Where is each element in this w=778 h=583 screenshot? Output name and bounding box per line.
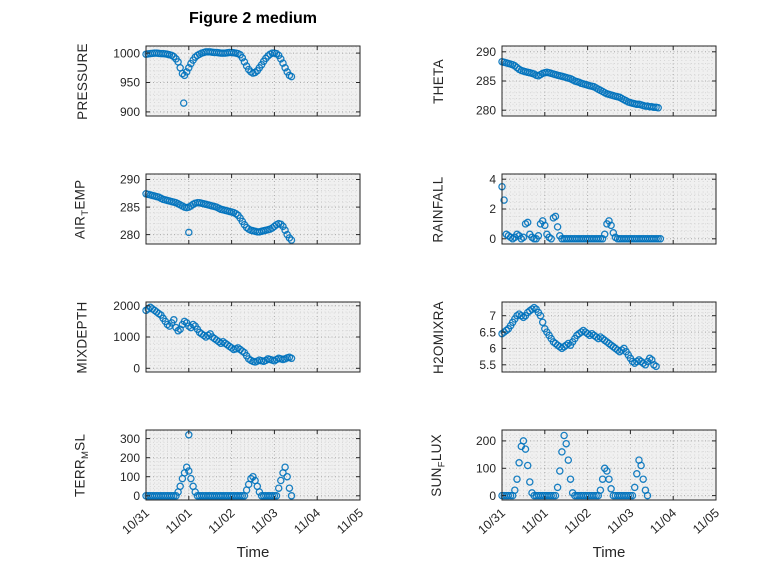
subplot-sun-flux: SUNFLUX 0 100 200 10/31 11/01 11/02 11/03 11/04…	[420, 424, 722, 544]
x-axis-label-right: Time	[592, 544, 626, 561]
svg-text:10/31: 10/31	[119, 506, 152, 537]
svg-text:0: 0	[133, 489, 140, 503]
svg-text:100: 100	[476, 462, 496, 476]
svg-text:11/05: 11/05	[334, 506, 364, 537]
y-axis-label-air-temp: AIRTEMP	[72, 179, 92, 239]
title-spacer	[420, 10, 720, 40]
data-points	[142, 48, 296, 107]
subplot-air-temp: AIRTEMP 280 285 290	[64, 168, 364, 250]
figure-title: Figure 2 medium	[188, 10, 318, 27]
svg-text:200: 200	[120, 451, 140, 465]
svg-text:290: 290	[120, 173, 140, 187]
svg-text:0: 0	[489, 232, 496, 246]
plot-area-h2omixra: 5.5 6 6.5 7	[456, 296, 720, 378]
plot-area-sun-flux: 0 100 200 10/31 11/01 11/02 11/03 11/04 11/05	[456, 424, 722, 544]
left-column: Figure 2 medium PRESSURE 900 950 1000 AIRT…	[64, 10, 366, 561]
right-column: THETA 280 285 290 RAINFALL 0 2 4 H2OMIXRA 5.…	[420, 10, 722, 561]
y-axis-label-pressure: PRESSURE	[74, 42, 90, 120]
svg-text:300: 300	[120, 432, 140, 446]
y-axis-label-sun-flux: SUNFLUX	[428, 433, 448, 497]
svg-text:900: 900	[120, 105, 140, 119]
subplot-svg-h2omixra: 5.5 6 6.5 7	[479, 301, 717, 373]
svg-text:4: 4	[489, 172, 496, 186]
y-axis-label-theta: THETA	[430, 58, 446, 104]
svg-text:2000: 2000	[113, 299, 140, 313]
svg-text:950: 950	[120, 76, 140, 90]
data-points	[142, 303, 296, 366]
svg-text:11/01: 11/01	[519, 506, 551, 537]
subplot-svg-rainfall: 0 2 4	[489, 172, 717, 246]
svg-text:6: 6	[489, 342, 496, 356]
svg-text:11/01: 11/01	[163, 506, 195, 537]
svg-text:10/31: 10/31	[475, 506, 508, 537]
subplot-svg-sun-flux: 0 100 200 10/31 11/01 11/02 11/03 11/04 11/05	[475, 429, 722, 537]
subplot-svg-theta: 280 285 290	[476, 45, 717, 117]
svg-text:11/03: 11/03	[604, 506, 636, 537]
svg-text:7: 7	[489, 309, 496, 323]
subplot-theta: THETA 280 285 290	[420, 40, 720, 122]
svg-text:11/04: 11/04	[291, 506, 323, 537]
svg-text:11/02: 11/02	[206, 506, 238, 537]
subplot-pressure: PRESSURE 900 950 1000	[64, 40, 364, 122]
y-axis-label-h2omixra: H2OMIXRA	[430, 300, 446, 374]
data-points	[142, 190, 296, 244]
svg-text:0: 0	[133, 362, 140, 376]
plot-area-air-temp: 280 285 290	[100, 168, 364, 250]
figure-canvas: Figure 2 medium PRESSURE 900 950 1000 AIRT…	[64, 10, 722, 561]
subplot-svg-air-temp: 280 285 290	[120, 173, 361, 245]
svg-text:280: 280	[476, 103, 496, 117]
svg-text:200: 200	[476, 434, 496, 448]
svg-text:290: 290	[476, 45, 496, 59]
data-points	[498, 57, 662, 112]
svg-text:0: 0	[489, 489, 496, 503]
plot-area-mixdepth: 0 1000 2000	[100, 296, 364, 378]
svg-text:285: 285	[120, 200, 140, 214]
y-axis-label-terr-msl: TERRMSL	[72, 433, 92, 497]
subplot-mixdepth: MIXDEPTH 0 1000 2000	[64, 296, 364, 378]
plot-area-rainfall: 0 2 4	[456, 168, 720, 250]
subplot-h2omixra: H2OMIXRA 5.5 6 6.5 7	[420, 296, 720, 378]
data-points	[498, 182, 665, 243]
plot-area-terr-msl: 0 100 200 300 10/31 11/01 11/02 11/03 11/04 11/05	[100, 424, 366, 544]
x-axis-label-left: Time	[236, 544, 270, 561]
svg-text:11/03: 11/03	[248, 506, 280, 537]
plot-area-theta: 280 285 290	[456, 40, 720, 122]
svg-text:1000: 1000	[113, 46, 140, 60]
svg-text:285: 285	[476, 74, 496, 88]
svg-text:2: 2	[489, 202, 496, 216]
data-points	[498, 431, 652, 500]
svg-text:11/05: 11/05	[690, 506, 720, 537]
data-points	[498, 303, 660, 371]
svg-text:6.5: 6.5	[479, 325, 496, 339]
svg-text:5.5: 5.5	[479, 358, 496, 372]
y-axis-label-rainfall: RAINFALL	[430, 175, 446, 243]
y-axis-label-mixdepth: MIXDEPTH	[74, 300, 90, 374]
plot-area-pressure: 900 950 1000	[100, 40, 364, 122]
subplot-terr-msl: TERRMSL 0 100 200 300 10/31 11/01 11/02 11/03 11…	[64, 424, 366, 544]
data-points	[142, 431, 296, 500]
svg-text:1000: 1000	[113, 330, 140, 344]
subplot-svg-terr-msl: 0 100 200 300 10/31 11/01 11/02 11/03 11/04 11/05	[119, 429, 366, 537]
subplot-svg-pressure: 900 950 1000	[113, 45, 361, 119]
title-row: Figure 2 medium	[64, 10, 364, 40]
svg-text:100: 100	[120, 470, 140, 484]
subplot-rainfall: RAINFALL 0 2 4	[420, 168, 720, 250]
subplot-svg-mixdepth: 0 1000 2000	[113, 299, 361, 376]
svg-text:11/04: 11/04	[647, 506, 679, 537]
svg-text:11/02: 11/02	[562, 506, 594, 537]
svg-text:280: 280	[120, 228, 140, 242]
